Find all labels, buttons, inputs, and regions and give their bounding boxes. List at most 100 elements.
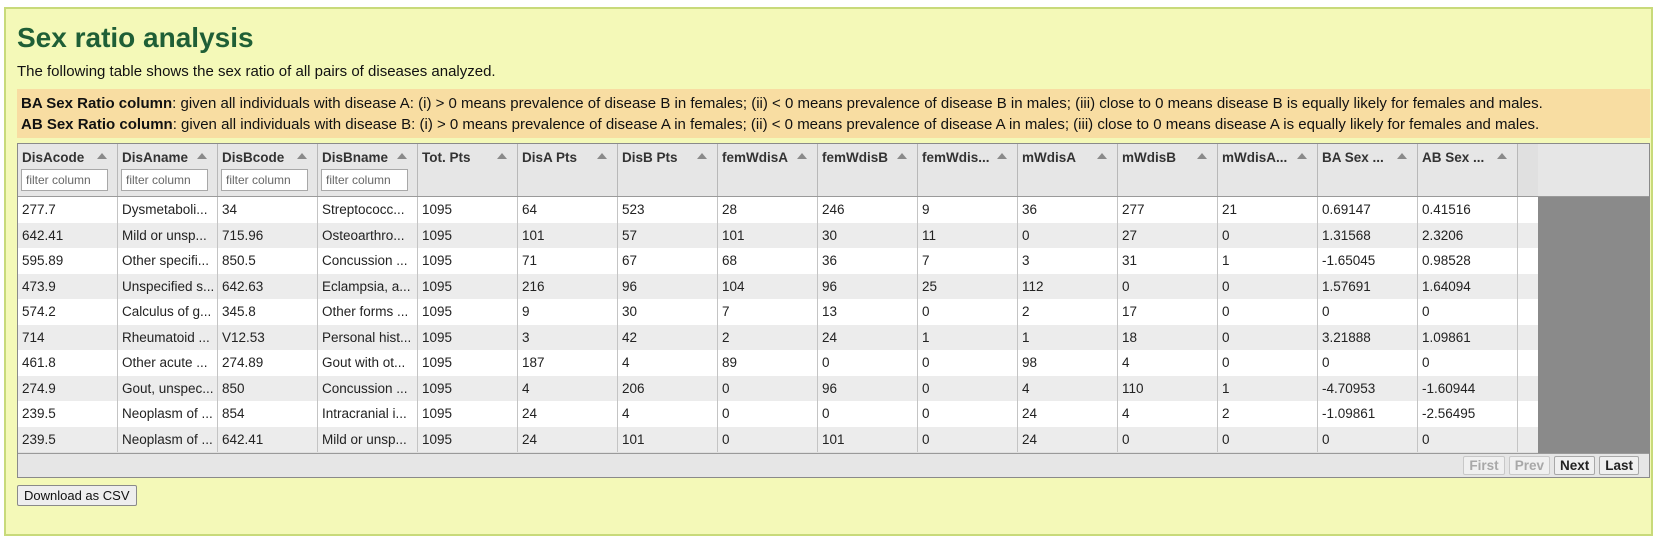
- table-cell: 277: [1118, 197, 1218, 223]
- table-cell: 0: [918, 426, 1018, 452]
- note-ab-text: : given all individuals with disease B: …: [172, 116, 1540, 133]
- table-cell: Other acute ...: [118, 350, 218, 376]
- sort-arrow-icon[interactable]: [297, 153, 307, 159]
- table-row[interactable]: 274.9 Gout, unspec... 850 Concussion ... 109…: [18, 375, 1538, 401]
- table-cell: 4: [618, 350, 718, 376]
- sort-arrow-icon[interactable]: [1097, 153, 1107, 159]
- column-header[interactable]: mWdisA: [1018, 144, 1118, 196]
- table-cell: 1: [1018, 324, 1118, 350]
- table-row[interactable]: 239.5 Neoplasm of ... 854 Intracranial i...…: [18, 401, 1538, 427]
- download-csv-button[interactable]: Download as CSV: [17, 485, 137, 506]
- sort-arrow-icon[interactable]: [497, 153, 507, 159]
- table-cell: 96: [818, 273, 918, 299]
- table-cell: 0: [818, 350, 918, 376]
- table-cell: 30: [818, 222, 918, 248]
- table-cell: 0: [1218, 222, 1318, 248]
- table-cell: 1: [1218, 248, 1318, 274]
- column-header-label: DisBname: [322, 150, 389, 165]
- column-filter-input[interactable]: [121, 169, 208, 191]
- table-cell: 67: [618, 248, 718, 274]
- column-header[interactable]: DisA Pts: [518, 144, 618, 196]
- table-cell: 595.89: [18, 248, 118, 274]
- table-cell: 68: [718, 248, 818, 274]
- sort-arrow-icon[interactable]: [1297, 153, 1307, 159]
- last-page-button[interactable]: Last: [1599, 456, 1639, 475]
- sort-arrow-icon[interactable]: [597, 153, 607, 159]
- sort-arrow-icon[interactable]: [797, 153, 807, 159]
- sort-arrow-icon[interactable]: [197, 153, 207, 159]
- column-header[interactable]: Tot. Pts: [418, 144, 518, 196]
- sort-arrow-icon[interactable]: [1397, 153, 1407, 159]
- table-cell: 206: [618, 375, 718, 401]
- first-page-button[interactable]: First: [1463, 456, 1505, 475]
- sort-arrow-icon[interactable]: [1197, 153, 1207, 159]
- table-cell: 57: [618, 222, 718, 248]
- table-cell: 98: [1018, 350, 1118, 376]
- table-cell: Eclampsia, a...: [318, 273, 418, 299]
- table-cell: 1.31568: [1318, 222, 1418, 248]
- sort-arrow-icon[interactable]: [1497, 153, 1507, 159]
- column-header[interactable]: mWdisB: [1118, 144, 1218, 196]
- table-cell: 1.57691: [1318, 273, 1418, 299]
- table-cell: 7: [918, 248, 1018, 274]
- column-header[interactable]: BA Sex ...: [1318, 144, 1418, 196]
- table-cell: 4: [1118, 401, 1218, 427]
- table-row[interactable]: 239.5 Neoplasm of ... 642.41 Mild or unsp..…: [18, 426, 1538, 452]
- column-header[interactable]: DisAname: [118, 144, 218, 196]
- column-header[interactable]: DisAcode: [18, 144, 118, 196]
- table-row[interactable]: 277.7 Dysmetaboli... 34 Streptococc... 1095 6…: [18, 197, 1538, 223]
- sort-arrow-icon[interactable]: [97, 153, 107, 159]
- column-filter-input[interactable]: [221, 169, 308, 191]
- column-header[interactable]: femWdisB: [818, 144, 918, 196]
- column-header[interactable]: mWdisA...: [1218, 144, 1318, 196]
- main-panel: Sex ratio analysis The following table s…: [4, 7, 1653, 536]
- table-cell: 0: [718, 401, 818, 427]
- column-filter-input[interactable]: [321, 169, 408, 191]
- table-cell: 89: [718, 350, 818, 376]
- sort-arrow-icon[interactable]: [897, 153, 907, 159]
- table-cell: 850: [218, 375, 318, 401]
- column-header[interactable]: AB Sex ...: [1418, 144, 1518, 196]
- table-row[interactable]: 574.2 Calculus of g... 345.8 Other forms ..…: [18, 299, 1538, 325]
- column-header[interactable]: DisB Pts: [618, 144, 718, 196]
- column-header[interactable]: femWdisA: [718, 144, 818, 196]
- table-row[interactable]: 473.9 Unspecified s... 642.63 Eclampsia, a.…: [18, 273, 1538, 299]
- sort-arrow-icon[interactable]: [397, 153, 407, 159]
- sort-arrow-icon[interactable]: [997, 153, 1007, 159]
- table-row[interactable]: 714 Rheumatoid ... V12.53 Personal hist... 1…: [18, 324, 1538, 350]
- table-cell: 0: [718, 375, 818, 401]
- table-cell: 715.96: [218, 222, 318, 248]
- column-filter-input[interactable]: [21, 169, 108, 191]
- prev-page-button[interactable]: Prev: [1508, 456, 1550, 475]
- table-row[interactable]: 461.8 Other acute ... 274.89 Gout with ot..…: [18, 350, 1538, 376]
- table-cell: 239.5: [18, 426, 118, 452]
- table-cell: 187: [518, 350, 618, 376]
- table-cell: 0: [1118, 426, 1218, 452]
- table-cell: 18: [1118, 324, 1218, 350]
- table-cell: 34: [218, 197, 318, 223]
- table-cell: 642.41: [218, 426, 318, 452]
- table-cell: 0: [818, 401, 918, 427]
- table-cell: V12.53: [218, 324, 318, 350]
- table-cell: 9: [518, 299, 618, 325]
- table-cell: Personal hist...: [318, 324, 418, 350]
- column-header[interactable]: DisBname: [318, 144, 418, 196]
- next-page-button[interactable]: Next: [1553, 456, 1596, 475]
- column-header[interactable]: femWdis...: [918, 144, 1018, 196]
- table-cell: 11: [918, 222, 1018, 248]
- table-cell: Gout with ot...: [318, 350, 418, 376]
- column-header[interactable]: DisBcode: [218, 144, 318, 196]
- table-row[interactable]: 595.89 Other specifi... 850.5 Concussion ..…: [18, 248, 1538, 274]
- table-cell: 36: [1018, 197, 1118, 223]
- table-cell: Unspecified s...: [118, 273, 218, 299]
- table-cell: 642.63: [218, 273, 318, 299]
- column-header-label: mWdisA...: [1222, 150, 1288, 165]
- table-row[interactable]: 642.41 Mild or unsp... 715.96 Osteoarthro..…: [18, 222, 1538, 248]
- sort-arrow-icon[interactable]: [697, 153, 707, 159]
- table-cell: 2: [718, 324, 818, 350]
- table-cell: 2: [1218, 401, 1318, 427]
- table-cell: 1095: [418, 375, 518, 401]
- table-cell: 1: [1218, 375, 1318, 401]
- table-cell: 642.41: [18, 222, 118, 248]
- table-cell: 0: [1218, 273, 1318, 299]
